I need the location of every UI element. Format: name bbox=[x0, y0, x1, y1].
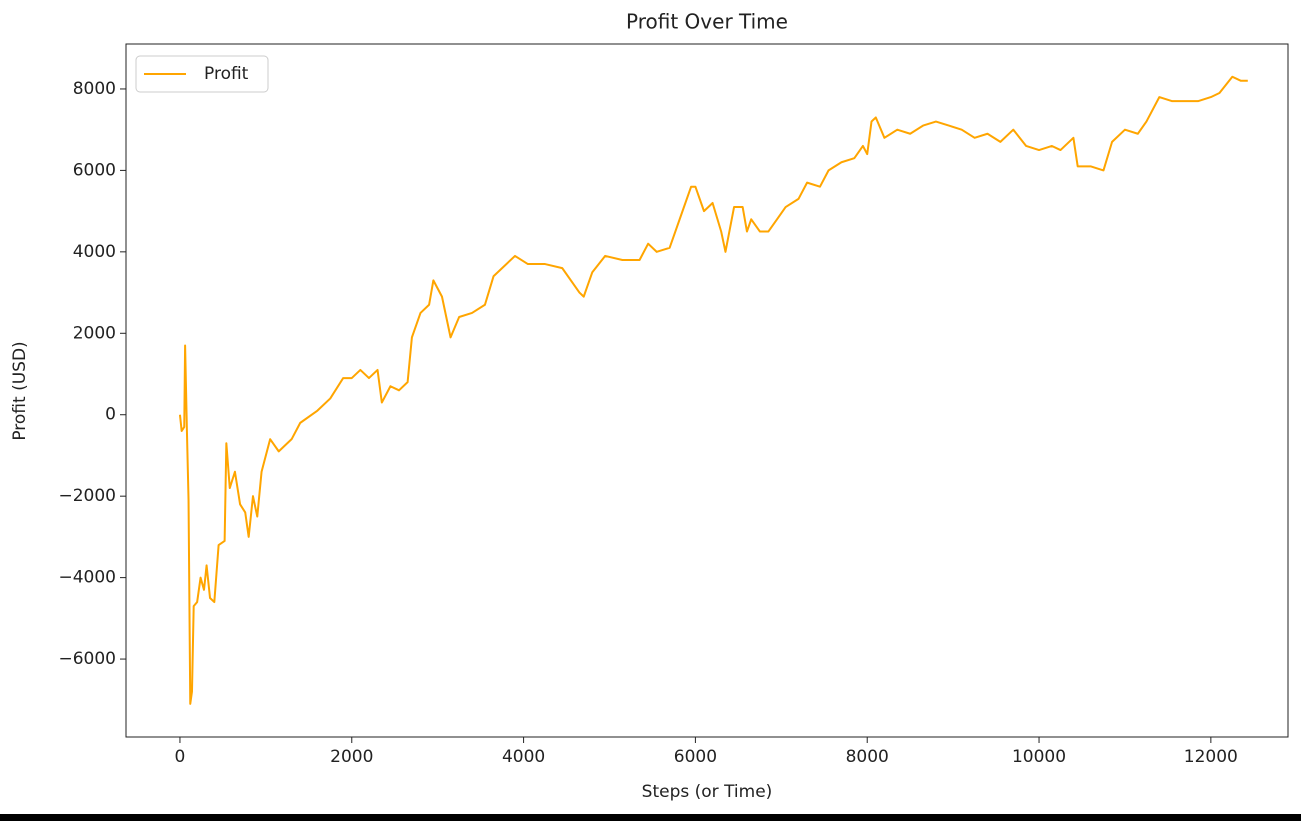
y-tick-label: 4000 bbox=[73, 242, 116, 262]
y-tick-label: −2000 bbox=[58, 486, 116, 506]
y-tick-label: 2000 bbox=[73, 323, 116, 343]
y-axis-label: Profit (USD) bbox=[10, 341, 30, 440]
y-tick-label: −6000 bbox=[58, 649, 116, 669]
y-tick-label: −4000 bbox=[58, 568, 116, 588]
x-tick-label: 6000 bbox=[674, 747, 717, 767]
plot-frame bbox=[125, 43, 1289, 738]
chart-title: Profit Over Time bbox=[626, 10, 788, 34]
x-axis-label: Steps (or Time) bbox=[642, 782, 773, 802]
legend-box bbox=[135, 55, 269, 93]
y-tick-label: 0 bbox=[105, 405, 116, 425]
line-series bbox=[178, 75, 1248, 705]
y-tick-label: 6000 bbox=[73, 160, 116, 180]
x-tick-label: 8000 bbox=[846, 747, 889, 767]
x-tick-label: 2000 bbox=[330, 747, 373, 767]
x-tick-label: 12000 bbox=[1184, 747, 1238, 767]
bottom-strip bbox=[0, 814, 1301, 821]
y-tick-label: 8000 bbox=[73, 79, 116, 99]
x-tick-label: 0 bbox=[175, 747, 186, 767]
x-tick-label: 10000 bbox=[1012, 747, 1066, 767]
legend-label: Profit bbox=[204, 64, 249, 84]
x-tick-label: 4000 bbox=[502, 747, 545, 767]
